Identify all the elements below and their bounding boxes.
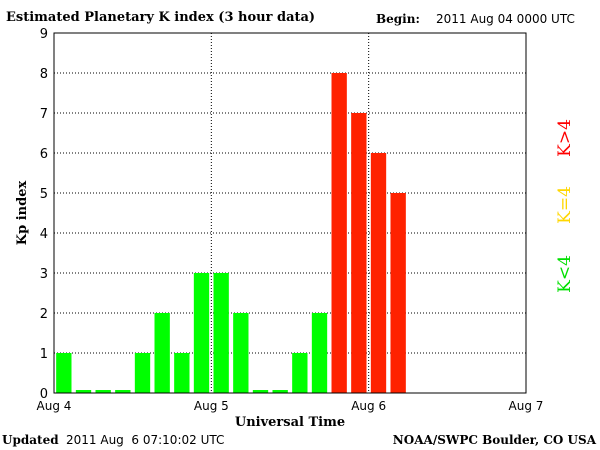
y-tick-label: 4 <box>40 227 48 242</box>
kp-bar <box>331 73 347 393</box>
kp-bar <box>351 113 367 393</box>
y-tick-label: 8 <box>40 67 48 82</box>
kp-bar <box>213 273 229 393</box>
updated-value: 2011 Aug 6 07:10:02 UTC <box>66 433 224 447</box>
kp-bar <box>292 353 308 393</box>
kp-bar <box>56 353 72 393</box>
kp-bar <box>115 390 131 393</box>
updated-label: Updated <box>2 433 59 447</box>
kp-bar <box>233 313 249 393</box>
grid-lines <box>54 33 526 393</box>
x-tick-label: Aug 5 <box>194 399 229 413</box>
kp-bar <box>95 390 111 393</box>
y-tick-label: 6 <box>40 147 48 162</box>
y-tick-labels: 0 1 2 3 4 5 6 7 8 9 <box>40 27 48 402</box>
legend-equal-label: K=4 <box>555 186 575 224</box>
y-tick-label: 1 <box>40 347 48 362</box>
kp-bar <box>193 273 210 393</box>
begin-value: 2011 Aug 04 0000 UTC <box>436 12 575 26</box>
kp-bar <box>174 353 190 393</box>
chart-title: Estimated Planetary K index (3 hour data… <box>6 10 315 25</box>
legend-low-label: K<4 <box>555 255 575 293</box>
x-tick-label: Aug 6 <box>351 399 386 413</box>
kp-bar <box>370 153 387 393</box>
y-axis-label: Kp index <box>15 181 30 246</box>
x-tick-labels: Aug 4 Aug 5 Aug 6 Aug 7 <box>37 399 544 413</box>
y-tick-label: 3 <box>40 267 48 282</box>
kp-bar <box>252 390 269 393</box>
plot-frame <box>53 32 527 394</box>
y-tick-label: 7 <box>40 107 48 122</box>
x-tick-label: Aug 7 <box>509 399 544 413</box>
legend-high-label: K>4 <box>555 119 575 157</box>
bar-series <box>56 73 406 393</box>
x-axis-label: Universal Time <box>235 415 345 430</box>
kp-bar <box>154 313 170 393</box>
y-tick-label: 9 <box>40 27 48 42</box>
y-tick-label: 2 <box>40 307 48 322</box>
kp-bar <box>272 390 288 393</box>
kp-bar <box>311 313 328 393</box>
credit-text: NOAA/SWPC Boulder, CO USA <box>393 433 597 447</box>
kp-bar <box>390 193 406 393</box>
y-tick-label: 0 <box>40 387 48 402</box>
kp-bar <box>134 353 151 393</box>
begin-label: Begin: <box>376 12 420 26</box>
kp-bar <box>75 390 92 393</box>
x-tick-label: Aug 4 <box>37 399 72 413</box>
y-tick-label: 5 <box>40 187 48 202</box>
legend: K>4 K=4 K<4 <box>555 119 575 293</box>
